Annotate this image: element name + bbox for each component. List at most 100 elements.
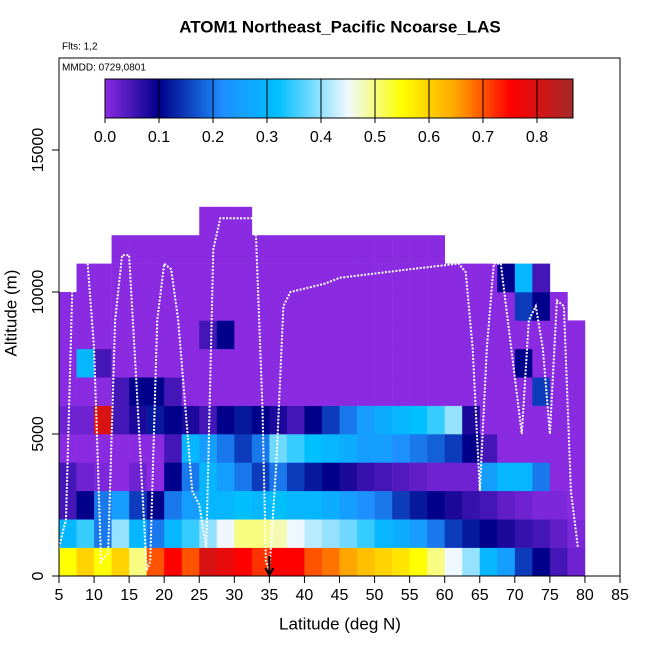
heatmap-cell [374,320,393,350]
heatmap-cell [164,519,183,548]
heatmap-cell [111,434,130,463]
heatmap-cell [164,547,183,577]
heatmap-cell [357,462,375,492]
heatmap-cell [199,547,218,577]
heatmap-cell [146,235,165,264]
heatmap-cell [514,490,533,520]
heatmap-cell [532,348,551,378]
colorbar-tick-label: 0.2 [202,129,224,146]
heatmap-cell [216,519,235,548]
annotation: Flts: 1,2 [62,42,98,53]
heatmap-cell [479,263,498,293]
heatmap-cell [146,434,165,463]
annotation: MMDD: 0729,0801 [62,63,146,74]
heatmap-cell [216,206,235,236]
heatmap-cell [321,292,340,321]
heatmap-cell [129,519,147,548]
heatmap-cell [146,519,165,548]
heatmap-cell [427,519,445,548]
heatmap-cell [111,462,130,492]
heatmap-cell [111,235,130,264]
heatmap-cell [357,235,375,264]
heatmap-cell [497,348,516,378]
heatmap-cell [514,462,533,492]
heatmap-cell [216,320,235,350]
heatmap-cell [392,547,410,577]
heatmap-cell [286,519,305,548]
heatmap-cell [234,263,253,293]
heatmap-cell [339,547,358,577]
heatmap-cell [304,547,323,577]
heatmap-cell [216,462,235,492]
heatmap-cell [269,320,288,350]
heatmap-cell [234,320,253,350]
heatmap-cell [76,320,95,350]
heatmap-cell [164,235,183,264]
heatmap-cell [497,377,516,406]
heatmap-cell [94,320,112,350]
heatmap-cell [164,434,183,463]
heatmap-cell [251,348,270,378]
heatmap-cell [146,405,165,435]
heatmap-cell [462,434,481,463]
heatmap-cell [216,348,235,378]
heatmap-cell [409,235,428,264]
heatmap-cell [59,292,77,321]
x-tick-label: 70 [506,587,524,604]
heatmap-cell [304,320,323,350]
heatmap-cell [251,377,270,406]
heatmap-cell [129,405,147,435]
heatmap-cell [129,377,147,406]
heatmap-cell [392,462,410,492]
heatmap-cell [286,547,305,577]
heatmap-cell [549,292,568,321]
heatmap-cell [234,462,253,492]
heatmap-cell [199,235,218,264]
heatmap-cell [462,490,481,520]
heatmap-cell [409,405,428,435]
heatmap-cell [357,348,375,378]
heatmap-cell [59,320,77,350]
heatmap-cell [497,547,516,577]
colorbar-tick-label: 0.8 [526,129,548,146]
heatmap-cell [76,519,95,548]
heatmap-cell [234,377,253,406]
heatmap-cell [321,263,340,293]
heatmap-cell [199,263,218,293]
heatmap-cell [321,320,340,350]
heatmap-cell [444,320,463,350]
heatmap-cell [462,292,481,321]
x-tick-label: 75 [541,587,559,604]
heatmap-cell [532,547,551,577]
heatmap-cell [76,348,95,378]
heatmap-cell [76,490,95,520]
heatmap-cell [146,462,165,492]
x-tick-label: 55 [401,587,419,604]
heatmap-cell [181,377,200,406]
heatmap-cell [479,519,498,548]
heatmap-cell [514,320,533,350]
heatmap-cell [321,547,340,577]
heatmap-cell [567,405,586,435]
heatmap-cell [269,292,288,321]
x-tick-label: 60 [436,587,454,604]
heatmap-cell [269,263,288,293]
heatmap-cell [532,263,551,293]
heatmap-cell [234,235,253,264]
heatmap-cell [94,434,112,463]
heatmap-cell [146,263,165,293]
y-tick-label: 15000 [30,128,47,173]
colorbar-tick-label: 0.0 [94,129,116,146]
heatmap-cell [304,434,323,463]
heatmap-cell [111,320,130,350]
x-tick-label: 65 [471,587,489,604]
heatmap-cell [567,462,586,492]
heatmap-cell [567,434,586,463]
heatmap-cell [59,348,77,378]
heatmap-cell [94,263,112,293]
heatmap-cell [181,263,200,293]
heatmap-cell [59,547,77,577]
heatmap-cell [216,547,235,577]
heatmap-cell [409,263,428,293]
heatmap-cell [199,377,218,406]
